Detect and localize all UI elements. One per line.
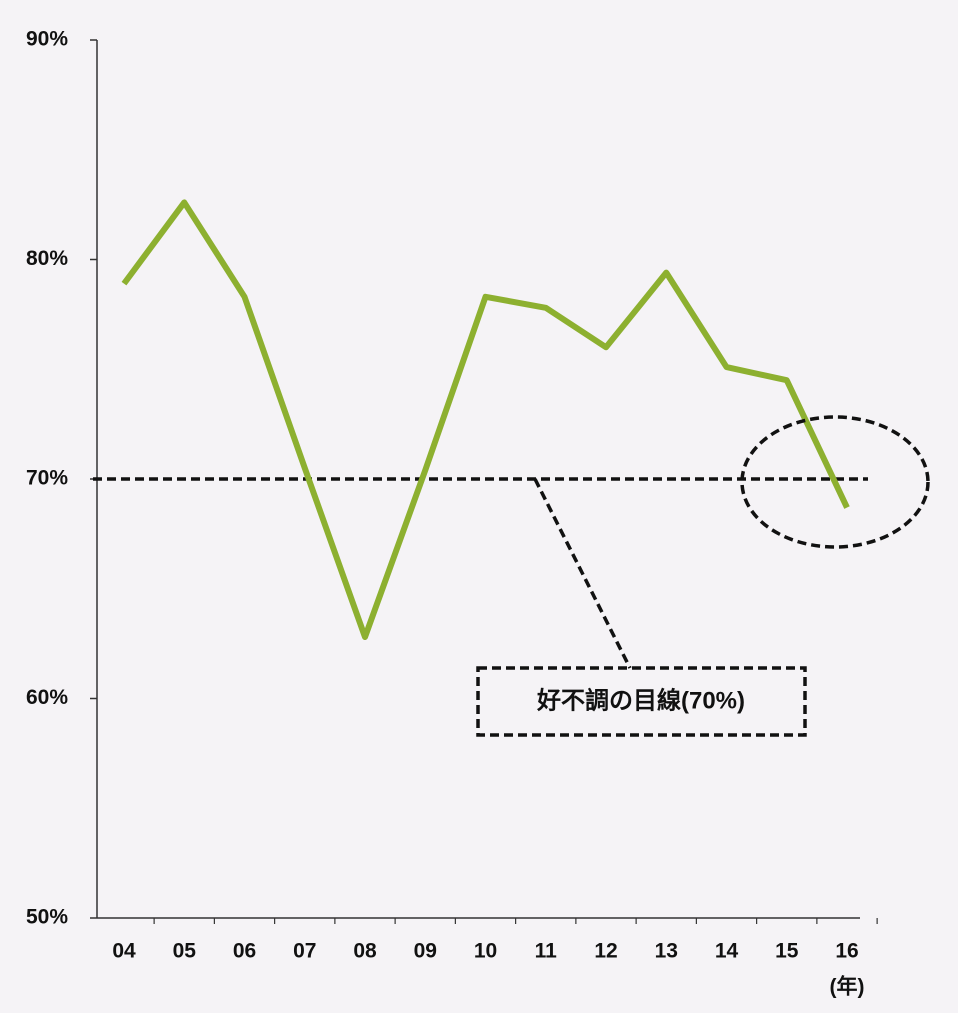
y-tick-label: 50% (26, 906, 68, 929)
x-tick-label: 15 (775, 940, 799, 963)
x-tick-label: 13 (655, 940, 678, 963)
x-tick-label: 16 (835, 940, 858, 963)
x-tick-label: 09 (414, 940, 437, 963)
data-line (121, 199, 850, 641)
x-tick-label: 08 (353, 940, 377, 963)
x-tick-label: 05 (173, 940, 197, 963)
x-tick-label: 10 (474, 940, 497, 963)
x-tick-label: 06 (233, 940, 256, 963)
y-tick-label: 60% (26, 686, 68, 709)
x-tick-label: 11 (535, 940, 558, 963)
y-tick-label: 80% (26, 247, 68, 270)
y-tick-label: 90% (26, 28, 68, 51)
x-axis-label: (年) (830, 975, 865, 999)
highlight-ellipse (740, 415, 930, 549)
x-tick-label: 07 (293, 940, 316, 963)
x-tick-label: 04 (112, 940, 136, 963)
annotation-label: 好不調の目線(70%) (536, 686, 745, 714)
y-tick-label: 70% (26, 467, 68, 490)
x-tick-label: 14 (715, 940, 739, 963)
x-tick-label: 12 (594, 940, 617, 963)
connector (533, 478, 632, 669)
